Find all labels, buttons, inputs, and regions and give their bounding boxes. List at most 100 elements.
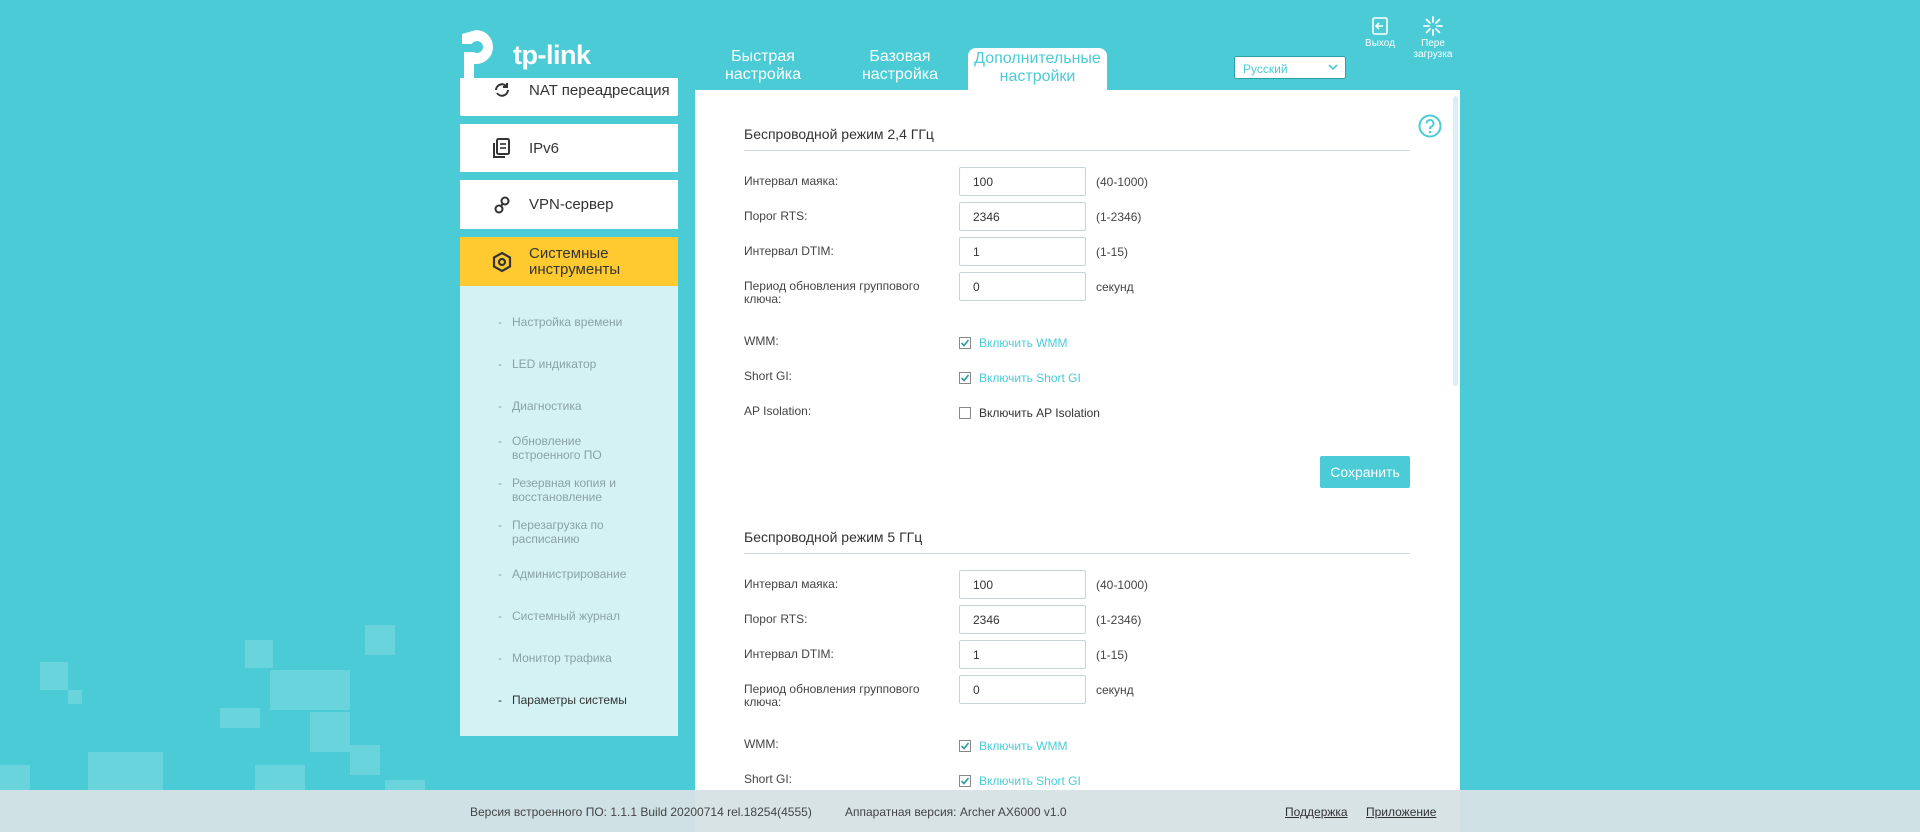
background-decoration	[245, 640, 273, 668]
submenu-item-label: Диагностика	[512, 399, 582, 413]
save-button[interactable]: Сохранить	[1320, 456, 1410, 488]
submenu-item-label: Системный журнал	[512, 609, 620, 623]
dtim-interval-field[interactable]: 1	[959, 640, 1086, 669]
section-title-24ghz: Беспроводной режим 2,4 ГГц	[744, 126, 934, 142]
tab-advanced[interactable]: Дополнительные настройки	[968, 48, 1107, 90]
language-select[interactable]: Русский	[1233, 55, 1347, 80]
submenu-item-firmware[interactable]: - Обновление встроенного ПО	[498, 434, 672, 462]
support-link[interactable]: Поддержка	[1285, 805, 1348, 819]
dtim-interval-label: Интервал DTIM:	[744, 647, 834, 661]
group-key-period-label: Период обновления группового ключа:	[744, 683, 934, 709]
submenu-item-label-line-1: Перезагрузка по	[512, 518, 604, 532]
background-decoration	[0, 765, 30, 790]
submenu-item-time[interactable]: - Настройка времени	[498, 315, 672, 329]
beacon-interval-hint: (40-1000)	[1096, 175, 1149, 189]
rts-threshold-field[interactable]: 2346	[959, 202, 1086, 231]
submenu-dash: -	[498, 609, 502, 623]
dtim-interval-hint: (1-15)	[1096, 648, 1129, 662]
submenu-dash: -	[498, 434, 502, 448]
dtim-interval-label: Интервал DTIM:	[744, 244, 834, 258]
submenu-item-system-log[interactable]: - Системный журнал	[498, 609, 672, 623]
wmm-checkbox-label: Включить WMM	[979, 739, 1068, 753]
section-title-5ghz: Беспроводной режим 5 ГГц	[744, 529, 923, 545]
sidebar-item-label: Системные инструменты	[529, 245, 620, 278]
rts-threshold-field[interactable]: 2346	[959, 605, 1086, 634]
submenu-item-scheduled-reboot[interactable]: - Перезагрузка по расписанию	[498, 518, 672, 546]
tab-basic-label-line-1: Базовая	[869, 48, 931, 65]
sidebar-item-nat[interactable]: NAT переадресация	[460, 78, 678, 116]
beacon-interval-field[interactable]: 100	[959, 167, 1086, 196]
tab-advanced-label-line-1: Дополнительные	[974, 50, 1101, 67]
tab-quick-setup-label-line-1: Быстрая	[731, 48, 795, 65]
submenu-dash: -	[498, 693, 502, 707]
sidebar-item-label: IPv6	[529, 139, 560, 157]
submenu-item-system-parameters[interactable]: - Параметры системы	[498, 693, 672, 707]
firmware-version: Версия встроенного ПО: 1.1.1 Build 20200…	[470, 805, 812, 819]
submenu-dash: -	[498, 476, 502, 490]
tp-link-logo-text: tp-link	[513, 40, 591, 70]
background-decoration	[310, 712, 350, 752]
language-select-value: Русский	[1243, 62, 1288, 76]
submenu-item-label: Монитор трафика	[512, 651, 612, 665]
footer-bar	[0, 790, 1920, 832]
submenu-item-label: LED индикатор	[512, 357, 597, 371]
submenu-item-led[interactable]: - LED индикатор	[498, 357, 672, 371]
chevron-down-icon	[1328, 64, 1338, 71]
tab-advanced-label-line-2: настройки	[999, 68, 1076, 85]
submenu-item-label-line-1: Резервная копия и	[512, 476, 616, 490]
checkbox-checked-icon	[959, 740, 971, 752]
sidebar-item-ipv6[interactable]: IPv6	[460, 124, 678, 172]
wmm-checkbox[interactable]: Включить WMM	[959, 336, 1067, 350]
checkbox-checked-icon	[959, 372, 971, 384]
background-decoration	[40, 662, 68, 690]
submenu-dash: -	[498, 357, 502, 371]
tab-quick-setup-label-line-2: настройка	[724, 66, 802, 83]
app-link[interactable]: Приложение	[1366, 805, 1437, 819]
submenu-item-label: Администрирование	[512, 567, 627, 581]
sidebar-item-system-tools[interactable]: Системные инструменты	[460, 237, 678, 286]
short-gi-checkbox[interactable]: Включить Short GI	[959, 774, 1081, 788]
wmm-checkbox-label: Включить WMM	[979, 336, 1068, 350]
short-gi-checkbox[interactable]: Включить Short GI	[959, 371, 1081, 385]
submenu-item-label-line-2: восстановление	[512, 490, 603, 504]
submenu-item-label: Настройка времени	[512, 315, 623, 329]
submenu-item-diagnostics[interactable]: - Диагностика	[498, 399, 672, 413]
reboot-button[interactable]: Пере загрузка	[1411, 16, 1455, 60]
logout-button[interactable]: Выход	[1358, 16, 1402, 49]
group-key-period-field[interactable]: 0	[959, 675, 1086, 704]
group-key-period-label-line-2: ключа:	[744, 695, 782, 709]
dtim-interval-field[interactable]: 1	[959, 237, 1086, 266]
beacon-interval-label: Интервал маяка:	[744, 174, 839, 188]
sidebar-item-label: VPN-сервер	[529, 196, 614, 213]
short-gi-label: Short GI:	[744, 772, 793, 786]
group-key-period-unit: секунд	[1096, 280, 1134, 294]
beacon-interval-field[interactable]: 100	[959, 570, 1086, 599]
group-key-period-field[interactable]: 0	[959, 272, 1086, 301]
hardware-version: Аппаратная версия: Archer AX6000 v1.0	[845, 805, 1067, 819]
sidebar-item-label: NAT переадресация	[529, 81, 670, 99]
checkbox-checked-icon	[959, 337, 971, 349]
help-icon[interactable]	[1418, 114, 1442, 138]
reboot-icon	[1423, 16, 1443, 36]
background-decoration	[365, 625, 395, 655]
tab-quick-setup[interactable]: Быстрая настройка	[711, 48, 815, 90]
scrollbar[interactable]	[1453, 96, 1458, 386]
submenu-item-label-line-2: расписанию	[512, 532, 580, 546]
tab-basic[interactable]: Базовая настройка	[848, 48, 952, 90]
background-decoration	[350, 745, 380, 775]
group-key-period-label: Период обновления группового ключа:	[744, 280, 934, 306]
submenu-item-administration[interactable]: - Администрирование	[498, 567, 672, 581]
sidebar-item-vpn[interactable]: VPN-сервер	[460, 180, 678, 229]
submenu-item-traffic-monitor[interactable]: - Монитор трафика	[498, 651, 672, 665]
logout-icon	[1372, 17, 1388, 35]
nat-icon	[487, 80, 517, 100]
ap-isolation-checkbox[interactable]: Включить AP Isolation	[959, 406, 1100, 420]
submenu-item-backup[interactable]: - Резервная копия и восстановление	[498, 476, 672, 504]
submenu-item-label-line-2: встроенного ПО	[512, 448, 602, 462]
wmm-checkbox[interactable]: Включить WMM	[959, 739, 1067, 753]
checkbox-checked-icon	[959, 775, 971, 787]
dtim-interval-hint: (1-15)	[1096, 245, 1129, 259]
background-decoration	[68, 690, 82, 704]
ap-isolation-label: AP Isolation:	[744, 404, 812, 418]
submenu-dash: -	[498, 399, 502, 413]
